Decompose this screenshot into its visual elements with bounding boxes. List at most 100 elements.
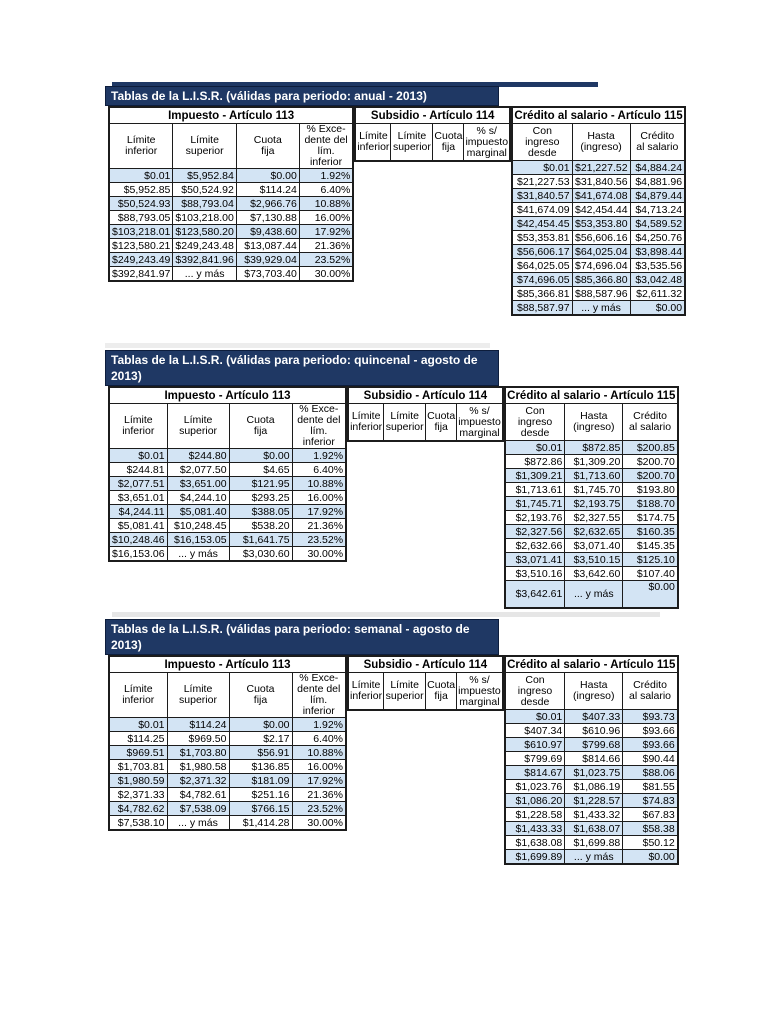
cell: $4,879.44 [629, 188, 686, 203]
cell: $3,510.15 [564, 552, 624, 567]
cell: $5,081.40 [166, 504, 230, 519]
cell: $0.00 [629, 300, 686, 316]
col-header-limite-superior: Límite superior [383, 672, 427, 711]
cell: $0.01 [108, 168, 174, 183]
cell: $249,243.48 [172, 238, 237, 253]
table-row: $1,309.21 $1,713.60 $200.70 [504, 468, 679, 483]
table-row: $2,193.76 $2,327.55 $174.75 [504, 510, 679, 525]
col-header-excedente: % Exce- dente del lím. inferior [291, 403, 347, 449]
cell: $88,587.97 [511, 300, 573, 316]
cell: $1,699.88 [564, 835, 624, 850]
col-header-con-ingreso-desde: Con ingreso desde [511, 123, 573, 161]
tax-table-block-anual: Tablas de la L.I.S.R. (válidas para peri… [105, 86, 687, 316]
cell: $799.69 [504, 751, 566, 766]
credito-rows: $0.01 $872.85 $200.85 $872.86 $1,309.20 $200.… [504, 440, 679, 608]
cell: $4.65 [228, 462, 293, 477]
col-header-limite-inferior: Límite inferior [108, 672, 168, 718]
table-row: $610.97 $799.68 $93.66 [504, 737, 679, 752]
table-title-bar: Tablas de la L.I.S.R. (válidas para peri… [105, 619, 499, 655]
credito-articulo-115-table: Crédito al salario - Artículo 115 Con in… [503, 655, 679, 865]
table-row: $0.01 $114.24 $0.00 1.92% [108, 717, 347, 732]
cell: $1,414.28 [228, 815, 293, 831]
section-header-impuesto: Impuesto - Artículo 113 [108, 655, 347, 673]
cell: $114.24 [166, 717, 230, 732]
cell: $872.85 [564, 440, 624, 455]
section-header-credito: Crédito al salario - Artículo 115 [511, 106, 686, 124]
cell: $293.25 [228, 490, 293, 505]
cell: $1,699.89 [504, 849, 566, 865]
table-row: $56,606.17 $64,025.04 $3,898.44 [511, 244, 686, 259]
table-row: $41,674.09 $42,454.44 $4,713.24 [511, 202, 686, 217]
col-header-limite-inferior: Límite inferior [347, 672, 385, 711]
cell: $969.51 [108, 745, 168, 760]
cell: $2,193.76 [504, 510, 566, 525]
cell: $2,632.65 [564, 524, 624, 539]
col-header-hasta-ingreso: Hasta (ingreso) [571, 123, 631, 161]
cell: ... y más [166, 815, 230, 831]
cell: $538.20 [228, 518, 293, 533]
cell: $160.35 [622, 524, 679, 539]
section-header-subsidio: Subsidio - Artículo 114 [347, 386, 504, 404]
cell: $50.12 [622, 835, 679, 850]
cell: $1,703.80 [166, 745, 230, 760]
cell: $0.01 [504, 440, 566, 455]
col-header-limite-inferior: Límite inferior [347, 403, 385, 442]
cell: $0.00 [228, 717, 293, 732]
table-row: $1,980.59 $2,371.32 $181.09 17.92% [108, 773, 347, 788]
cell: 1.92% [291, 448, 347, 463]
cell: $1,745.71 [504, 496, 566, 511]
table-row: $799.69 $814.66 $90.44 [504, 751, 679, 766]
col-header-limite-inferior: Límite inferior [108, 403, 168, 449]
table-row: $1,703.81 $1,980.58 $136.85 16.00% [108, 759, 347, 774]
cell: $145.35 [622, 538, 679, 553]
table-row: $3,510.16 $3,642.60 $107.40 [504, 566, 679, 581]
table-row: $5,081.41 $10,248.45 $538.20 21.36% [108, 518, 347, 533]
cell: $0.00 [622, 849, 679, 865]
cell: $1,713.61 [504, 482, 566, 497]
cell: $3,510.16 [504, 566, 566, 581]
cell: $969.50 [166, 731, 230, 746]
credito-articulo-115-table: Crédito al salario - Artículo 115 Con in… [503, 386, 679, 609]
cell: $2,632.66 [504, 538, 566, 553]
cell: $5,081.41 [108, 518, 168, 533]
credito-articulo-115-table: Crédito al salario - Artículo 115 Con in… [511, 106, 687, 316]
cell: ... y más [564, 580, 624, 608]
cell: $0.01 [108, 717, 168, 732]
cell: $2,327.55 [564, 510, 624, 525]
table-row: $4,244.11 $5,081.40 $388.05 17.92% [108, 504, 347, 519]
col-header-limite-inferior: Límite inferior [108, 123, 174, 169]
cell: $3,535.56 [629, 258, 686, 273]
cell: $1,309.20 [564, 454, 624, 469]
cell: $1,228.57 [564, 793, 624, 808]
cell: $407.34 [504, 723, 566, 738]
cell: $0.01 [511, 160, 573, 175]
cell: $188.70 [622, 496, 679, 511]
col-header-limite-superior: Límite superior [390, 123, 434, 162]
cell: $4,244.11 [108, 504, 168, 519]
cell: $1,641.75 [228, 532, 293, 547]
cell: $64,025.04 [571, 244, 631, 259]
tax-table-block-quincenal: Tablas de la L.I.S.R. (válidas para peri… [105, 350, 679, 609]
cell: 23.52% [291, 801, 347, 816]
col-header-impuesto-marginal: % s/ impuesto marginal [456, 403, 504, 442]
cell: $7,538.09 [166, 801, 230, 816]
table-row: $1,713.61 $1,745.70 $193.80 [504, 482, 679, 497]
table-row: $814.67 $1,023.75 $88.06 [504, 765, 679, 780]
cell: 17.92% [291, 504, 347, 519]
table-row: $103,218.01 $123,580.20 $9,438.60 17.92% [108, 224, 354, 239]
cell: 1.92% [291, 717, 347, 732]
table-row: $1,745.71 $2,193.75 $188.70 [504, 496, 679, 511]
table-row: $7,538.10... y más $1,414.28 30.00% [108, 815, 347, 831]
col-header-limite-superior: Límite superior [383, 403, 427, 442]
cell: $1,703.81 [108, 759, 168, 774]
cell: $4,244.10 [166, 490, 230, 505]
cell: $9,438.60 [235, 224, 300, 239]
cell: $1,433.32 [564, 807, 624, 822]
cell: $1,980.59 [108, 773, 168, 788]
cell: $50,524.93 [108, 196, 174, 211]
impuesto-rows: $0.01 $244.80 $0.00 1.92% $244.81 $2,077.50 $4… [108, 448, 347, 562]
col-header-cuota-fija: Cuota fija [235, 123, 300, 169]
cell: $193.80 [622, 482, 679, 497]
cell: $2,193.75 [564, 496, 624, 511]
cell: $2,966.76 [235, 196, 300, 211]
